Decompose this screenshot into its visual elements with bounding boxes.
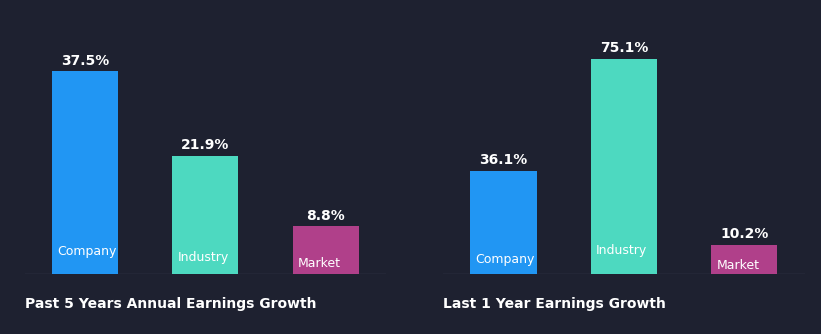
Text: Market: Market (717, 259, 759, 272)
Bar (292, 226, 359, 274)
Text: 10.2%: 10.2% (720, 227, 768, 241)
Text: Market: Market (298, 257, 341, 270)
Bar (470, 171, 537, 274)
Text: 37.5%: 37.5% (61, 53, 109, 67)
Text: Industry: Industry (177, 252, 229, 265)
Text: 8.8%: 8.8% (306, 209, 345, 223)
Text: Company: Company (57, 245, 117, 258)
Bar (172, 156, 238, 274)
Text: Industry: Industry (596, 244, 648, 257)
Bar (52, 71, 118, 274)
Bar (591, 59, 657, 274)
Text: 21.9%: 21.9% (181, 138, 229, 152)
Text: Last 1 Year Earnings Growth: Last 1 Year Earnings Growth (443, 297, 666, 311)
Text: 36.1%: 36.1% (479, 153, 528, 167)
Text: Company: Company (475, 253, 535, 266)
Bar (711, 245, 777, 274)
Text: 75.1%: 75.1% (600, 41, 648, 55)
Text: Past 5 Years Annual Earnings Growth: Past 5 Years Annual Earnings Growth (25, 297, 316, 311)
